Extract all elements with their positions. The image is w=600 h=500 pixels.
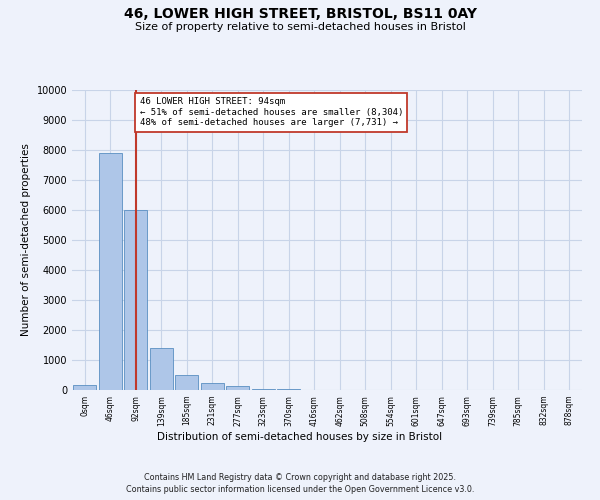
Bar	[73, 385, 97, 390]
Text: 46 LOWER HIGH STREET: 94sqm
← 51% of semi-detached houses are smaller (8,304)
48: 46 LOWER HIGH STREET: 94sqm ← 51% of sem…	[140, 98, 403, 128]
Text: Contains HM Land Registry data © Crown copyright and database right 2025.: Contains HM Land Registry data © Crown c…	[144, 472, 456, 482]
Text: 46, LOWER HIGH STREET, BRISTOL, BS11 0AY: 46, LOWER HIGH STREET, BRISTOL, BS11 0AY	[124, 8, 476, 22]
Bar	[251, 388, 275, 390]
Bar	[200, 384, 224, 390]
Bar	[98, 153, 122, 390]
Bar	[124, 210, 148, 390]
Bar	[175, 376, 199, 390]
Text: Size of property relative to semi-detached houses in Bristol: Size of property relative to semi-detach…	[134, 22, 466, 32]
Bar	[226, 386, 250, 390]
Bar	[149, 348, 173, 390]
Text: Distribution of semi-detached houses by size in Bristol: Distribution of semi-detached houses by …	[157, 432, 443, 442]
Text: Contains public sector information licensed under the Open Government Licence v3: Contains public sector information licen…	[126, 485, 474, 494]
Y-axis label: Number of semi-detached properties: Number of semi-detached properties	[21, 144, 31, 336]
